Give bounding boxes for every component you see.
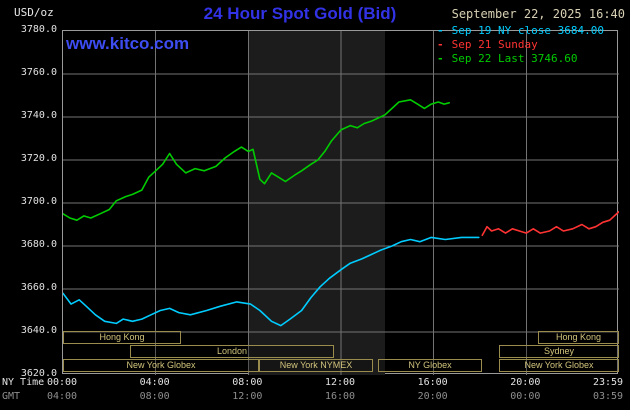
session-band-hong-kong: Hong Kong: [63, 331, 181, 344]
gridlines: [63, 31, 619, 375]
unit-label: USD/oz: [14, 6, 54, 19]
chart-plot-area: Hong Kong Hong Kong London Sydney New York G…: [62, 30, 619, 375]
series-line-sep19: [63, 236, 480, 327]
series-line-sep22: [63, 99, 451, 221]
session-band-new-york-globex: New York Globex: [63, 359, 259, 372]
x-tick-label-gmt: 08:00: [139, 391, 170, 402]
x-tick-label-ny: 00:00: [46, 377, 78, 388]
legend-marker-icon: -: [437, 38, 444, 51]
x-tick-label-ny: 16:00: [417, 377, 448, 388]
y-tick-label: 3700.0: [20, 196, 57, 207]
x-tick-label-ny: 08:00: [232, 377, 263, 388]
legend-item: - Sep 22 Last 3746.60: [437, 52, 578, 65]
y-tick-label: 3760.0: [20, 67, 57, 78]
legend-item: - Sep 19 NY close 3684.00: [437, 24, 604, 37]
session-band-new-york-globex: New York Globex: [499, 359, 619, 372]
kitco-watermark-link[interactable]: www.kitco.com: [66, 34, 190, 53]
session-band-new-york-nymex: New York NYMEX: [259, 359, 373, 372]
x-tick-label-gmt: 03:59: [592, 391, 624, 402]
chart-datetime: September 22, 2025 16:40: [451, 7, 625, 21]
market-session-bands: Hong Kong Hong Kong London Sydney New York G…: [63, 31, 619, 373]
legend: - Sep 19 NY close 3684.00- Sep 21 Sunday…: [437, 24, 604, 66]
x-tick-label-ny: 23:59: [592, 377, 624, 388]
x-tick-label-gmt: 00:00: [510, 391, 541, 402]
x-tick-label-gmt: 04:00: [46, 391, 78, 402]
y-tick-label: 3620.0: [20, 368, 57, 379]
x-tick-label-ny: 12:00: [324, 377, 356, 388]
legend-item: - Sep 21 Sunday: [437, 38, 538, 51]
legend-marker-icon: -: [437, 24, 444, 37]
y-tick-label: 3680.0: [20, 239, 57, 250]
y-tick-label: 3740.0: [20, 110, 57, 121]
y-tick-label: 3640.0: [20, 325, 57, 336]
x-tick-label-gmt: 12:00: [232, 391, 263, 402]
chart-canvas: [63, 31, 619, 375]
session-band-hong-kong: Hong Kong: [538, 331, 619, 344]
session-band-london: London: [130, 345, 334, 358]
x-tick-label-ny: 04:00: [139, 377, 170, 388]
y-tick-label: 3660.0: [20, 282, 57, 293]
legend-marker-icon: -: [437, 52, 444, 65]
session-band-sydney: Sydney: [499, 345, 619, 358]
y-tick-label: 3720.0: [20, 153, 57, 164]
x-tick-label-ny: 20:00: [510, 377, 541, 388]
session-band-ny-globex: NY Globex: [378, 359, 482, 372]
ny-time-row-label: NY Time: [2, 377, 45, 388]
x-tick-label-gmt: 20:00: [417, 391, 448, 402]
series-line-sep21: [481, 210, 619, 237]
page-title: 24 Hour Spot Gold (Bid): [203, 4, 397, 23]
y-tick-label: 3780.0: [20, 24, 57, 35]
gmt-row-label: GMT: [2, 391, 21, 402]
x-tick-label-gmt: 16:00: [324, 391, 356, 402]
